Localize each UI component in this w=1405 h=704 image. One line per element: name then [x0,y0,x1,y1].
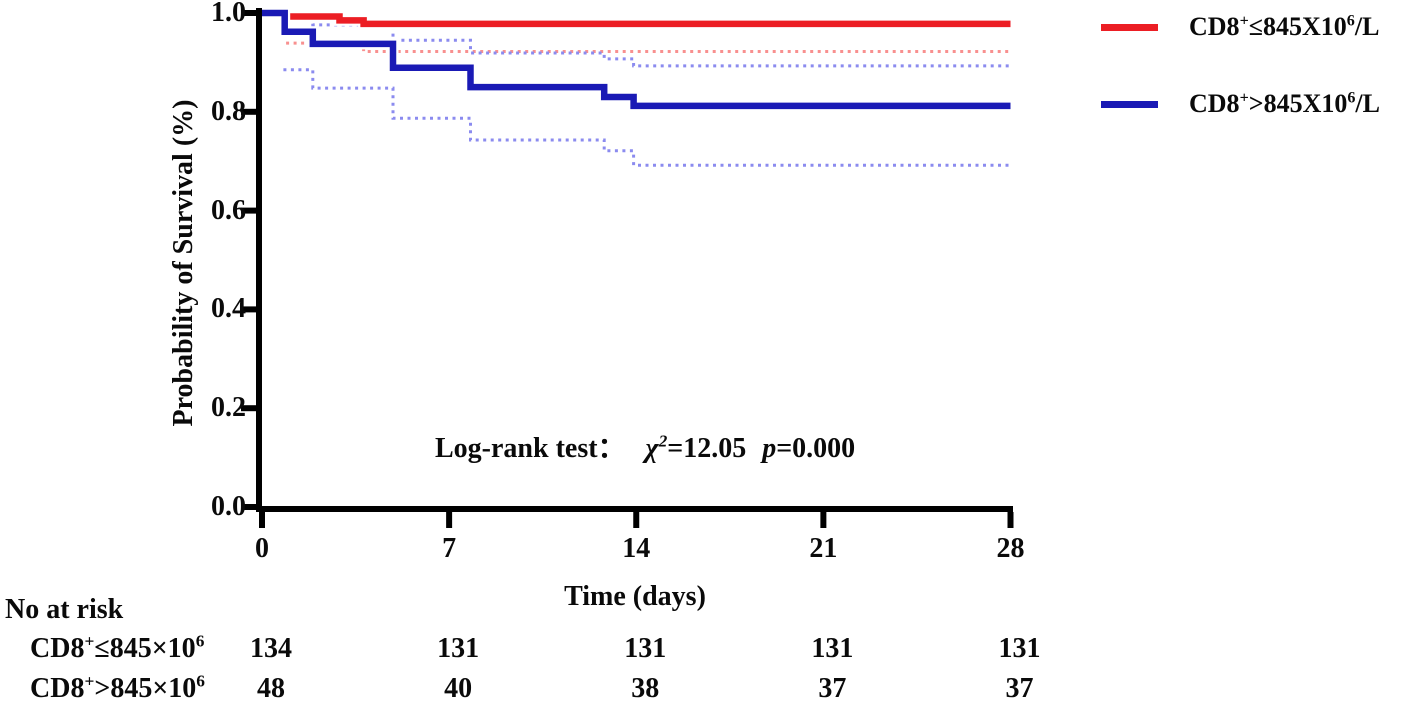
risk-row-label-red: CD8+≤845×106 [30,631,205,664]
risk-count: 38 [631,673,660,704]
risk-row-label-blue: CD8+>845×106 [30,671,205,704]
x-tick-label: 21 [809,533,838,564]
y-tick-label: 0.8 [211,95,246,127]
risk-count: 37 [818,673,847,704]
legend-label-red: CD8+≤845X106/L [1189,12,1380,41]
x-tick-label: 28 [996,533,1025,564]
x-axis-title: Time (days) [564,581,706,612]
ci-curve-blue [283,68,1011,167]
risk-count: 131 [998,633,1041,664]
legend-item-blue: CD8+>845X106/L [1101,86,1405,122]
p-symbol: p [762,433,777,464]
risk-count: 131 [437,633,480,664]
y-tick-label: 0.6 [211,194,246,226]
x-tick-label: 7 [442,533,457,564]
logrank-annotation: Log-rank test： χ2=12.05 p=0.000 [435,430,855,468]
y-tick-label: 0.4 [211,293,246,325]
ci-curve-blue [288,16,1011,68]
risk-table-title: No at risk [5,594,124,625]
blue-line-swatch [1101,100,1158,108]
risk-count: 37 [1005,673,1034,704]
legend-label-blue: CD8+>845X106/L [1189,89,1380,118]
chi-value: =12.05 [667,433,747,464]
survival-curve-blue [262,9,1011,110]
logrank-label: Log-rank test： [435,433,626,464]
p-value: =0.000 [776,433,856,464]
legend-item-red: CD8+≤845X106/L [1101,9,1405,45]
x-tick-label: 0 [255,533,269,564]
red-line-swatch [1101,23,1158,31]
risk-count: 131 [811,633,854,664]
x-tick-label: 14 [622,533,651,564]
y-tick-label: 1.0 [211,0,246,28]
risk-count: 48 [257,673,285,704]
chi-symbol: χ [645,433,659,464]
risk-count: 40 [444,673,473,704]
y-tick-label: 0.2 [211,392,246,424]
chi-exponent: 2 [658,431,668,451]
risk-count: 134 [250,633,292,664]
risk-count: 131 [624,633,667,664]
y-tick-label: 0.0 [211,491,246,522]
